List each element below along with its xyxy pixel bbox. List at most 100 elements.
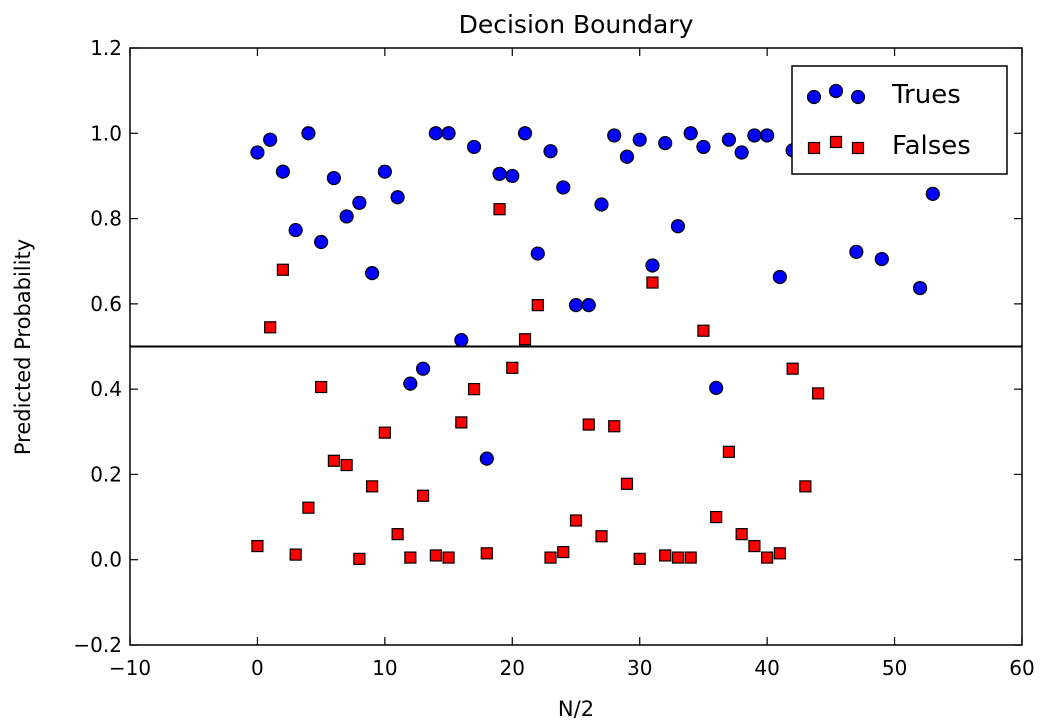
data-point-trues (543, 144, 558, 159)
data-point-trues (556, 180, 571, 195)
data-point-trues (530, 246, 545, 261)
data-point-trues (747, 128, 762, 143)
data-point-trues (428, 126, 443, 141)
legend-box (791, 65, 1008, 175)
data-point-falses (264, 321, 277, 334)
data-point-falses (697, 324, 710, 337)
data-point-trues (250, 145, 265, 160)
data-point-trues (632, 132, 647, 147)
data-point-falses (366, 480, 379, 493)
data-point-trues (365, 266, 380, 281)
x-tick-label: 20 (500, 656, 525, 680)
data-point-trues (696, 139, 711, 155)
data-point-falses (799, 480, 812, 493)
y-tick-label: 0.2 (90, 462, 122, 486)
data-point-trues (492, 166, 507, 181)
data-point-falses (544, 551, 557, 564)
y-tick-label: 1.0 (90, 121, 122, 145)
data-point-trues (301, 126, 316, 141)
chart-title: Decision Boundary (459, 10, 694, 39)
data-point-trues (760, 128, 775, 143)
data-point-falses (620, 477, 634, 490)
data-point-trues (912, 280, 928, 296)
data-point-falses (722, 445, 736, 458)
data-point-falses (391, 528, 404, 541)
x-tick-label: 30 (627, 656, 652, 680)
data-point-trues (607, 128, 622, 143)
data-point-falses (710, 510, 723, 524)
data-point-trues (390, 190, 405, 205)
data-point-falses (416, 489, 430, 502)
data-point-trues (925, 186, 940, 201)
data-point-falses (506, 361, 519, 374)
x-tick-label: 0 (251, 656, 264, 680)
data-point-falses (302, 501, 315, 514)
legend-marker-trues (806, 89, 822, 105)
y-tick-label: 1.2 (90, 36, 122, 60)
data-point-trues (568, 298, 584, 313)
data-point-trues (352, 195, 367, 210)
data-point-falses (518, 333, 532, 346)
data-point-trues (466, 139, 482, 155)
data-point-trues (288, 222, 303, 238)
data-point-falses (340, 458, 353, 472)
data-point-falses (455, 416, 468, 429)
x-axis-label: N/2 (558, 697, 594, 721)
x-tick-label: 10 (372, 656, 397, 680)
legend-label-falses: Falses (892, 131, 971, 161)
data-point-trues (772, 269, 787, 285)
data-point-falses (493, 203, 506, 216)
legend-label-trues: Trues (891, 80, 961, 110)
data-point-trues (619, 149, 635, 164)
data-point-falses (480, 547, 493, 560)
data-point-falses (761, 551, 774, 564)
y-tick-label: 0.8 (90, 207, 122, 231)
data-point-falses (633, 552, 646, 565)
data-point-trues (874, 251, 889, 267)
data-point-trues (645, 258, 660, 273)
data-point-falses (646, 276, 659, 289)
data-point-trues (339, 209, 354, 224)
data-point-trues (314, 234, 329, 250)
y-tick-label: −0.2 (73, 633, 122, 657)
plot-frame (129, 47, 1023, 646)
x-tick-label: 50 (882, 656, 907, 680)
data-point-falses (735, 528, 748, 541)
data-point-trues (734, 145, 749, 160)
data-point-falses (531, 299, 544, 312)
data-point-trues (517, 126, 533, 141)
data-point-trues (581, 298, 596, 313)
data-point-trues (275, 164, 291, 179)
data-point-trues (721, 132, 737, 147)
legend-marker-trues (828, 83, 844, 99)
data-point-trues (670, 219, 686, 234)
data-point-falses (353, 552, 366, 565)
data-point-trues (403, 376, 418, 391)
data-point-trues (594, 197, 609, 212)
data-point-trues (505, 168, 520, 184)
data-point-falses (276, 263, 290, 276)
data-point-falses (812, 387, 825, 400)
data-point-falses (404, 551, 417, 564)
legend-marker-falses (829, 135, 843, 149)
data-point-falses (557, 545, 570, 559)
legend-marker-trues (850, 89, 866, 105)
data-point-falses (659, 549, 672, 562)
x-tick-label: 60 (1009, 656, 1034, 680)
data-point-falses (773, 547, 786, 560)
data-point-falses (315, 380, 328, 394)
data-point-trues (441, 126, 456, 141)
data-point-falses (251, 539, 264, 553)
data-point-falses (289, 548, 302, 561)
y-axis-label: Predicted Probability (11, 239, 35, 455)
data-point-falses (429, 549, 442, 562)
x-tick-label: 40 (754, 656, 779, 680)
legend-marker-falses (851, 141, 865, 155)
data-point-falses (378, 426, 391, 439)
data-point-falses (467, 383, 481, 396)
y-tick-label: 0.0 (90, 548, 122, 572)
data-point-falses (608, 420, 621, 433)
data-point-falses (569, 514, 583, 527)
data-point-trues (415, 361, 431, 376)
